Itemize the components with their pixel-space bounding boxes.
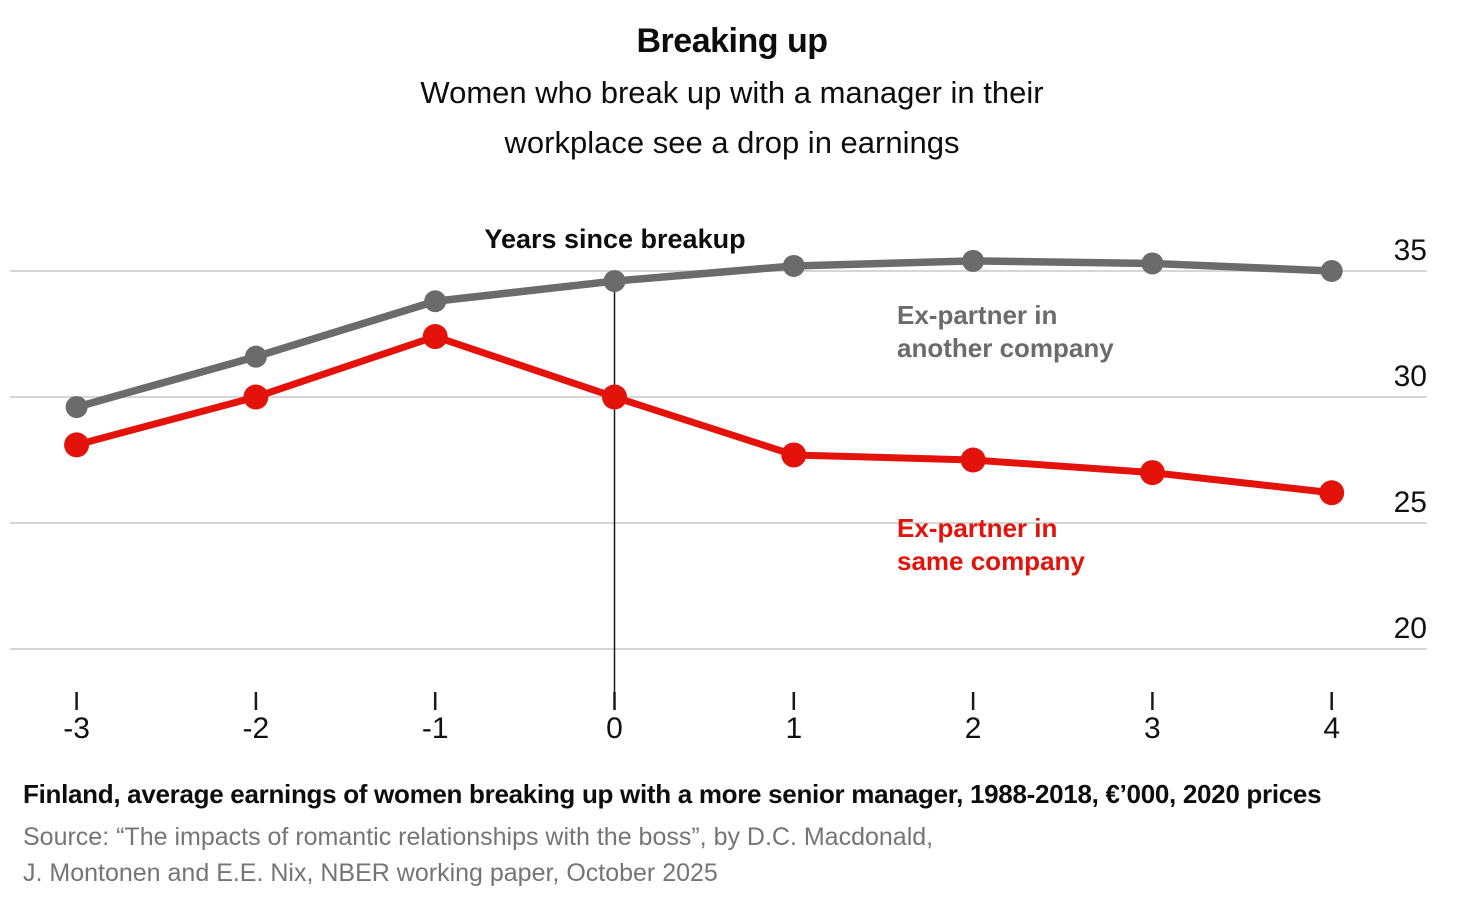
data-point-same-company-year--3 bbox=[64, 432, 90, 458]
data-point-another-company-year--1 bbox=[424, 290, 447, 313]
legend-same-company-line-2: same company bbox=[897, 546, 1085, 576]
x-tick-label-4: 4 bbox=[1323, 712, 1341, 745]
x-tick-label--3: -3 bbox=[63, 712, 90, 745]
data-point-same-company-year-3 bbox=[1139, 460, 1165, 486]
x-axis-title: Years since breakup bbox=[484, 224, 746, 254]
legend-another-company-line-2: another company bbox=[897, 333, 1114, 363]
data-point-another-company-year-0 bbox=[603, 270, 626, 293]
x-tick-label-1: 1 bbox=[785, 712, 803, 745]
data-point-another-company-year-3 bbox=[1141, 252, 1164, 275]
data-point-same-company-year-1 bbox=[781, 442, 807, 468]
y-tick-label-30: 30 bbox=[1393, 360, 1427, 393]
data-point-another-company-year--2 bbox=[244, 345, 267, 368]
legend-another-company: Ex-partner in another company bbox=[897, 299, 1114, 365]
y-tick-label-20: 20 bbox=[1393, 612, 1427, 645]
data-point-same-company-year-4 bbox=[1319, 480, 1345, 506]
source-line-1: Source: “The impacts of romantic relatio… bbox=[23, 823, 934, 851]
legend-same-company: Ex-partner in same company bbox=[897, 512, 1085, 578]
chart-subtitle: Women who break up with a manager in the… bbox=[0, 68, 1464, 168]
source-line-2: J. Montonen and E.E. Nix, NBER working p… bbox=[23, 859, 718, 887]
series-line-same-company bbox=[73, 333, 1336, 497]
x-tick-label--2: -2 bbox=[242, 712, 270, 745]
y-tick-label-25: 25 bbox=[1393, 486, 1427, 519]
series-line-another-company bbox=[72, 257, 1336, 411]
data-point-same-company-year-0 bbox=[602, 384, 627, 410]
chart-subtitle-line-1: Women who break up with a manager in the… bbox=[420, 75, 1044, 110]
x-tick-label-3: 3 bbox=[1144, 712, 1161, 745]
data-point-same-company-year-2 bbox=[960, 447, 986, 473]
data-point-another-company-year--3 bbox=[65, 396, 88, 419]
data-point-another-company-year-4 bbox=[1320, 260, 1343, 282]
data-point-another-company-year-1 bbox=[782, 254, 805, 277]
chart-subtitle-line-2: workplace see a drop in earnings bbox=[504, 125, 960, 160]
legend-same-company-line-1: Ex-partner in bbox=[897, 513, 1058, 543]
chart-footnote: Finland, average earnings of women break… bbox=[23, 779, 1322, 809]
legend-another-company-line-1: Ex-partner in bbox=[897, 300, 1058, 330]
data-point-same-company-year--2 bbox=[243, 384, 269, 410]
data-point-another-company-year-2 bbox=[962, 249, 985, 272]
data-point-same-company-year--1 bbox=[422, 324, 448, 350]
x-tick-label-0: 0 bbox=[606, 712, 623, 745]
y-tick-label-35: 35 bbox=[1393, 234, 1427, 267]
x-tick-label-2: 2 bbox=[964, 712, 982, 745]
x-tick-label--1: -1 bbox=[421, 712, 449, 745]
chart-title: Breaking up bbox=[636, 22, 828, 60]
